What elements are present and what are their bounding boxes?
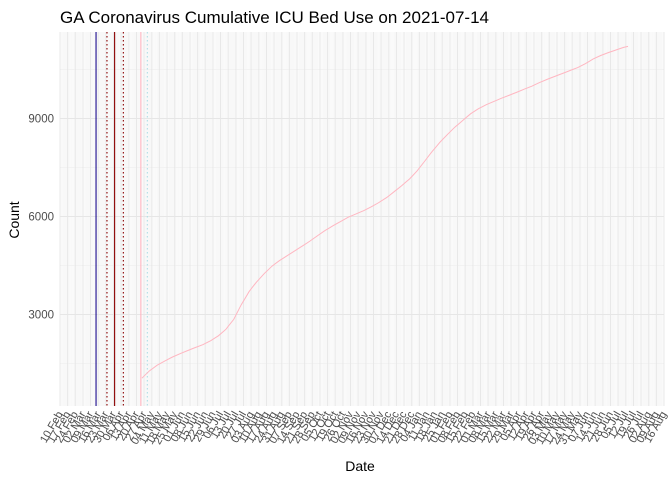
major-gridlines — [59, 32, 665, 406]
chart-title: GA Coronavirus Cumulative ICU Bed Use on… — [60, 8, 489, 27]
minor-gridlines — [59, 32, 665, 406]
x-axis-title: Date — [345, 458, 375, 474]
y-tick-label: 6000 — [28, 212, 54, 224]
reference-lines — [95, 32, 148, 406]
y-tick-label: 9000 — [28, 114, 54, 126]
series-line — [141, 45, 629, 379]
y-tick-label: 3000 — [28, 310, 54, 322]
y-axis-tick-labels: 3000 6000 9000 — [28, 114, 54, 322]
series-group — [141, 45, 629, 379]
y-axis-title: Count — [6, 201, 22, 238]
